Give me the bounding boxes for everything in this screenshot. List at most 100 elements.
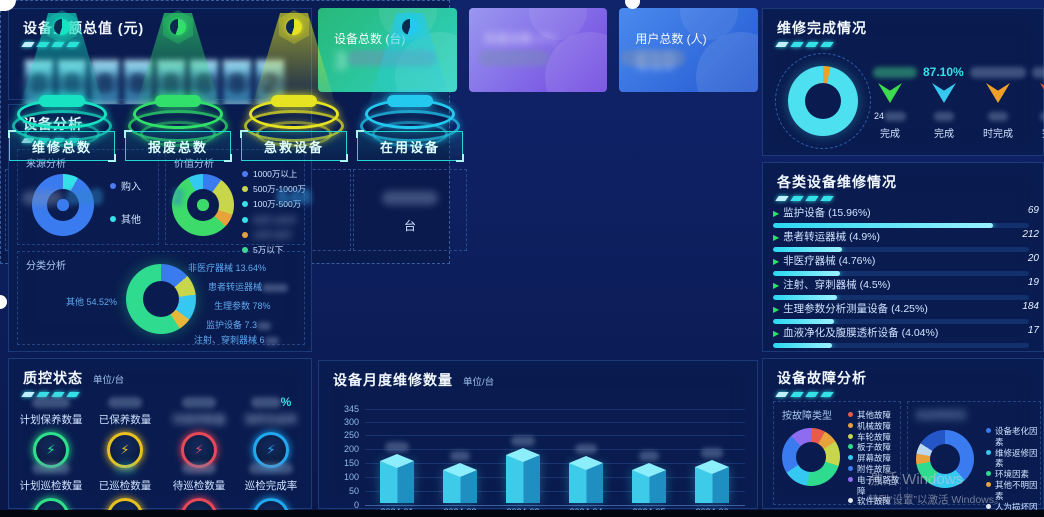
bar xyxy=(569,463,603,503)
repair-type-row: ▶ 患者转运器械 (4.9%) 212 xyxy=(773,229,1039,252)
legend-item[interactable]: 机械故障 xyxy=(848,421,900,432)
repair-type-row: ▶ 监护设备 (15.96%) 69 xyxy=(773,205,1039,228)
legend-item[interactable]: 10万-50万 xyxy=(242,229,306,241)
bar xyxy=(695,467,729,503)
window-corner-decoration xyxy=(0,0,16,11)
legend-dot xyxy=(110,182,116,189)
shield-hex-icon xyxy=(279,10,309,44)
stat-value xyxy=(1040,111,1044,122)
dot-decoration xyxy=(625,0,640,9)
shield-hex-icon xyxy=(163,10,193,44)
legend-item[interactable]: 板子故障 xyxy=(848,442,900,453)
stat-value xyxy=(934,111,954,122)
legend-item[interactable]: 其他故障 xyxy=(848,410,900,421)
legend-item[interactable]: 设备老化因素 xyxy=(986,426,1044,448)
legend-label: 其他 xyxy=(121,215,141,226)
legend-label: 软件故障 xyxy=(857,496,892,507)
card-department-total: 科室总数 (个) xyxy=(468,8,608,92)
progress-fill xyxy=(773,295,837,300)
legend-dot xyxy=(242,201,248,208)
legend-dot xyxy=(986,481,991,487)
progress-track xyxy=(773,319,1029,324)
legend-item[interactable]: 购入 xyxy=(110,178,141,193)
legend-label: 设备老化因素 xyxy=(995,426,1038,447)
qc-item-maintained: 已保养数量 ⚡ xyxy=(89,395,161,468)
category-analysis-label: 分类分析 xyxy=(26,261,66,272)
legend-label: 维修返修因素 xyxy=(995,447,1038,469)
emergency-device-button[interactable]: 急救设备 xyxy=(240,130,348,162)
legend-dot xyxy=(848,433,853,439)
triangle-icon: ▶ xyxy=(773,233,780,242)
legend-item[interactable]: 50万-100万 xyxy=(242,214,306,226)
category-label: 监护设备 7.3 xyxy=(206,318,272,331)
device-column-repair: 维修总数 ,000 台 xyxy=(5,7,119,263)
legend-dot xyxy=(242,186,248,193)
legend-item[interactable]: 电子电路故障 xyxy=(848,475,900,497)
legend-dot xyxy=(110,215,116,222)
scrap-total-button[interactable]: 报废总数 xyxy=(124,130,232,162)
card-label: 科室总数 (个) xyxy=(484,32,556,46)
lightning-icon: ⚡ xyxy=(33,432,69,468)
progress-track xyxy=(773,223,1029,228)
legend-dot xyxy=(848,412,853,417)
legend-item[interactable]: 环境因素 xyxy=(986,469,1044,480)
podium-bar xyxy=(271,95,317,107)
legend-item[interactable]: 屏幕故障 xyxy=(848,453,900,464)
fault-type-donut xyxy=(782,428,840,486)
bar-column xyxy=(506,436,540,503)
qc-item-maintain-rate: % 保养完成率 ⚡ xyxy=(235,395,307,468)
qc-item-inspected: 135 已巡检数量 ⚡ xyxy=(89,461,161,517)
legend-dot xyxy=(848,465,853,471)
legend-dot xyxy=(242,246,248,253)
legend-dot xyxy=(242,216,248,223)
legend-label: 电子电路故障 xyxy=(857,474,900,496)
panel-repair-completion: 维修完成情况 87.10% 24 完成 完成 时 xyxy=(762,8,1044,156)
hologram-podium xyxy=(358,7,462,147)
completion-stats: 24 完成 完成 时完成 完成 xyxy=(869,83,1044,140)
legend-item[interactable]: 附件故障 xyxy=(848,464,900,475)
legend-dot xyxy=(986,449,991,455)
legend-item[interactable]: 500万-1000万 xyxy=(242,183,306,195)
card-value: 3 xyxy=(334,48,348,75)
qc-item-pending-maintain: 待保养数量 ⚡ xyxy=(163,395,235,468)
bar xyxy=(632,470,666,503)
count-value: ,000 xyxy=(21,186,102,210)
inuse-device-button[interactable]: 在用设备 xyxy=(356,130,464,162)
triangle-icon: ▶ xyxy=(773,281,780,290)
repair-type-row: ▶ 注射、穿刺器械 (4.5%) 19 xyxy=(773,277,1039,300)
legend-item[interactable]: 其他 xyxy=(110,211,141,226)
row-name: ▶ 患者转运器械 (4.9%) 212 xyxy=(773,229,1039,243)
legend-item[interactable]: 5万以下 xyxy=(242,244,306,256)
legend-dot xyxy=(848,455,853,461)
repair-type-row: ▶ 非医疗器械 (4.76%) 20 xyxy=(773,253,1039,276)
triangle-icon: ▶ xyxy=(773,329,780,338)
qc-label: 保养完成率 xyxy=(244,414,298,426)
y-axis-tick: 150 xyxy=(343,458,359,468)
legend-label: 车轮故障 xyxy=(857,431,892,442)
legend-item[interactable]: 软件故障 xyxy=(848,496,900,507)
legend-item[interactable]: 车轮故障 xyxy=(848,432,900,443)
legend-item[interactable]: 维修返修因素 xyxy=(986,448,1044,470)
monthly-title: 设备月度维修数量 xyxy=(333,372,453,388)
legend-label: 环境因素 xyxy=(995,469,1030,480)
bar xyxy=(443,470,477,503)
legend-item[interactable]: 其他不明因素 xyxy=(986,480,1044,502)
triangle-icon: ▶ xyxy=(773,209,780,218)
y-axis-tick: 200 xyxy=(343,444,359,454)
qc-value xyxy=(32,461,70,476)
value-analysis-donut xyxy=(172,174,234,236)
legend-item[interactable]: 1000万以上 xyxy=(242,168,306,180)
completion-stat: 完成 xyxy=(923,83,965,140)
count-value: 2 xyxy=(172,185,184,209)
category-label: 患者转运器械 xyxy=(208,280,289,293)
legend-item[interactable]: 100万-500万 xyxy=(242,198,306,210)
podium-bar xyxy=(39,95,85,107)
repair-total-button[interactable]: 维修总数 xyxy=(8,130,116,162)
y-axis-tick: 345 xyxy=(343,404,359,414)
stat-value xyxy=(988,111,1008,122)
count-value xyxy=(382,186,438,210)
qc-item-plan-maintain: 计划保养数量 ⚡ xyxy=(15,395,87,468)
legend-dot xyxy=(848,498,853,504)
card-value: 610 xyxy=(635,48,676,75)
row-name: ▶ 监护设备 (15.96%) 69 xyxy=(773,205,1039,219)
